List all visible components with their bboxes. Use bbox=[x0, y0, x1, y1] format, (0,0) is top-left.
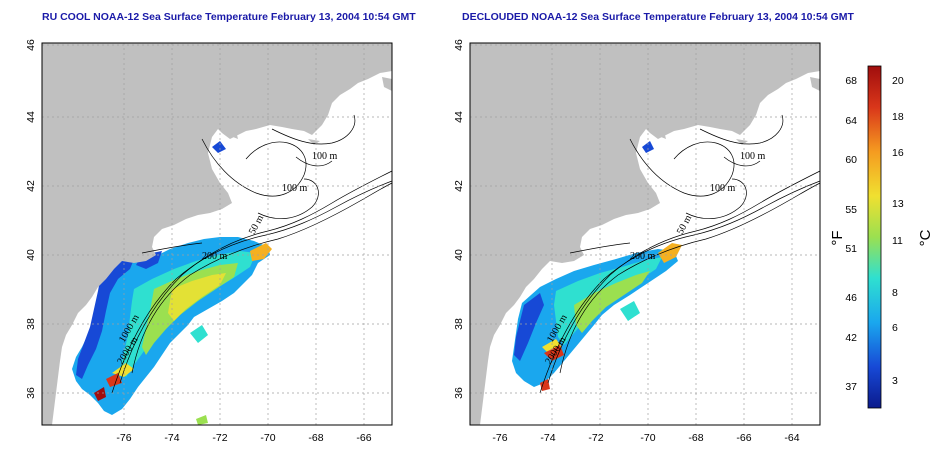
right-lat-tick: 36 bbox=[453, 387, 465, 399]
right-lat-tick: 46 bbox=[453, 39, 465, 51]
right-lon-tick: -72 bbox=[588, 432, 603, 444]
left-lon-tick: -72 bbox=[212, 432, 227, 444]
left-lat-tick: 44 bbox=[25, 111, 37, 123]
left-lat-tick: 38 bbox=[25, 318, 37, 330]
celsius-tick: 18 bbox=[892, 111, 904, 123]
left-contour-label: 200 m bbox=[202, 251, 228, 262]
right-map-panel: 100 m 100 m 50 m 200 m 1000 m 2000 m -76… bbox=[453, 39, 821, 444]
celsius-tick: 13 bbox=[892, 198, 904, 210]
left-lon-tick: -68 bbox=[308, 432, 323, 444]
celsius-tick: 16 bbox=[892, 147, 904, 159]
right-lon-tick: -68 bbox=[688, 432, 703, 444]
right-lat-tick: 44 bbox=[453, 111, 465, 123]
left-lon-tick: -66 bbox=[356, 432, 371, 444]
celsius-tick: 11 bbox=[892, 235, 903, 247]
right-lat-tick: 38 bbox=[453, 318, 465, 330]
left-lat-tick: 40 bbox=[25, 249, 37, 261]
celsius-tick: 8 bbox=[892, 287, 898, 299]
left-map-panel: 100 m 100 m 50 m 200 m 1000 m 2000 m -76… bbox=[25, 39, 393, 444]
colorbar-gradient bbox=[867, 65, 882, 409]
fahrenheit-tick: 55 bbox=[845, 204, 857, 216]
celsius-tick: 3 bbox=[892, 375, 898, 387]
fahrenheit-tick: 60 bbox=[845, 154, 857, 166]
right-map-title: DECLOUDED NOAA-12 Sea Surface Temperatur… bbox=[462, 11, 854, 23]
fahrenheit-tick: 51 bbox=[845, 243, 857, 255]
celsius-tick: 20 bbox=[892, 75, 904, 87]
left-lat-tick: 42 bbox=[25, 180, 37, 192]
right-lon-tick: -66 bbox=[736, 432, 751, 444]
celsius-axis-label: °C bbox=[917, 229, 934, 246]
right-lat-tick: 40 bbox=[453, 249, 465, 261]
right-lon-tick: -76 bbox=[492, 432, 507, 444]
left-map-title: RU COOL NOAA-12 Sea Surface Temperature … bbox=[42, 11, 416, 23]
left-lat-tick: 36 bbox=[25, 387, 37, 399]
left-contour-label: 100 m bbox=[312, 151, 338, 162]
right-contour-label: 100 m bbox=[740, 151, 766, 162]
fahrenheit-tick: 46 bbox=[845, 292, 857, 304]
left-map-frame bbox=[41, 42, 393, 426]
left-lat-axis: 46 44 42 40 38 36 bbox=[25, 39, 37, 399]
celsius-ticks: 20 18 16 13 11 8 6 3 bbox=[892, 75, 904, 387]
fahrenheit-tick: 37 bbox=[845, 381, 857, 393]
fahrenheit-tick: 42 bbox=[845, 332, 857, 344]
fahrenheit-ticks: 68 64 60 55 51 46 42 37 bbox=[845, 75, 857, 393]
temperature-colorbar: 68 64 60 55 51 46 42 37 20 18 16 13 11 8… bbox=[829, 65, 934, 409]
left-contour-label: 100 m bbox=[282, 183, 308, 194]
fahrenheit-axis-label: °F bbox=[829, 230, 846, 245]
left-lon-tick: -74 bbox=[164, 432, 179, 444]
left-lon-tick: -76 bbox=[116, 432, 131, 444]
right-lon-tick: -74 bbox=[540, 432, 555, 444]
right-lat-tick: 42 bbox=[453, 180, 465, 192]
right-contour-label: 200 m bbox=[630, 251, 656, 262]
right-lon-tick: -70 bbox=[640, 432, 655, 444]
fahrenheit-tick: 64 bbox=[845, 115, 857, 127]
right-lon-tick: -64 bbox=[784, 432, 799, 444]
fahrenheit-tick: 68 bbox=[845, 75, 857, 87]
left-grid-lines bbox=[42, 43, 392, 425]
left-lat-tick: 46 bbox=[25, 39, 37, 51]
right-map-frame bbox=[469, 42, 821, 426]
right-contour-label: 100 m bbox=[710, 183, 736, 194]
left-lon-axis: -76 -74 -72 -70 -68 -66 bbox=[116, 432, 371, 444]
left-lon-tick: -70 bbox=[260, 432, 275, 444]
right-lat-axis: 46 44 42 40 38 36 bbox=[453, 39, 465, 399]
right-lon-axis: -76 -74 -72 -70 -68 -66 -64 bbox=[492, 432, 799, 444]
celsius-tick: 6 bbox=[892, 322, 898, 334]
right-grid-lines bbox=[470, 43, 820, 425]
